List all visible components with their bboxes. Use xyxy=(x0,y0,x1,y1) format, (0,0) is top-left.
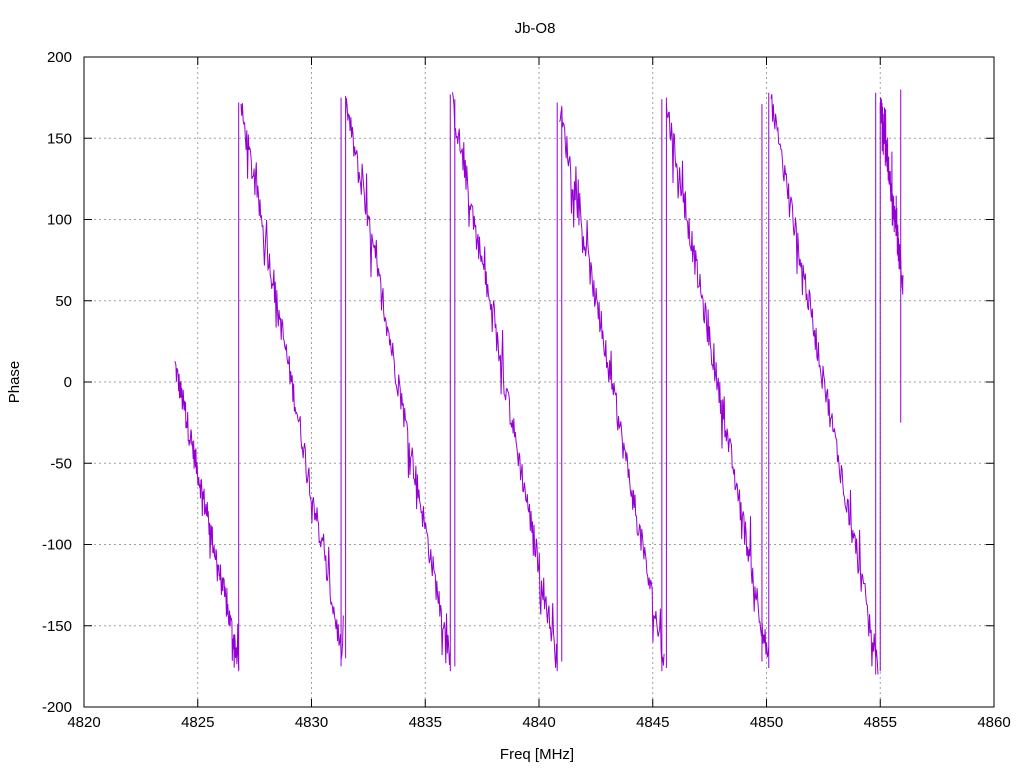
phase-segment xyxy=(240,103,344,660)
phase-segment xyxy=(770,94,879,675)
y-tick-label: 0 xyxy=(64,374,72,391)
phase-segment xyxy=(879,97,904,295)
series-phase xyxy=(174,89,904,675)
x-tick-label: 4820 xyxy=(67,714,100,731)
y-tick-label: -100 xyxy=(42,537,72,554)
phase-segment xyxy=(665,103,770,658)
chart-title: Jb-O8 xyxy=(515,20,556,37)
phase-segment xyxy=(452,92,558,669)
grid-lines xyxy=(84,57,994,707)
y-tick-label: -200 xyxy=(42,699,72,716)
x-tick-label: 4845 xyxy=(636,714,669,731)
phase-segment xyxy=(345,98,451,665)
y-axis-ticks: -200 -150 -100 -50 0 50 100 150 200 xyxy=(42,49,994,716)
x-tick-label: 4855 xyxy=(864,714,897,731)
x-axis-ticks: 4820 4825 4830 4835 4840 4845 4850 4855 4860 xyxy=(67,57,1011,731)
y-tick-label: 50 xyxy=(55,293,72,310)
y-axis-label: Phase xyxy=(6,361,23,404)
y-tick-label: -150 xyxy=(42,618,72,635)
y-tick-label: 200 xyxy=(47,49,72,66)
x-axis-label: Freq [MHz] xyxy=(500,746,574,763)
x-tick-label: 4825 xyxy=(181,714,214,731)
x-tick-label: 4830 xyxy=(295,714,328,731)
phase-segment xyxy=(559,107,665,666)
phase-segment xyxy=(174,361,240,670)
y-tick-label: 150 xyxy=(47,130,72,147)
y-tick-label: 100 xyxy=(47,212,72,229)
x-tick-label: 4850 xyxy=(750,714,783,731)
x-tick-label: 4840 xyxy=(522,714,555,731)
y-tick-label: -50 xyxy=(50,455,72,472)
x-tick-label: 4835 xyxy=(409,714,442,731)
x-tick-label: 4860 xyxy=(977,714,1010,731)
